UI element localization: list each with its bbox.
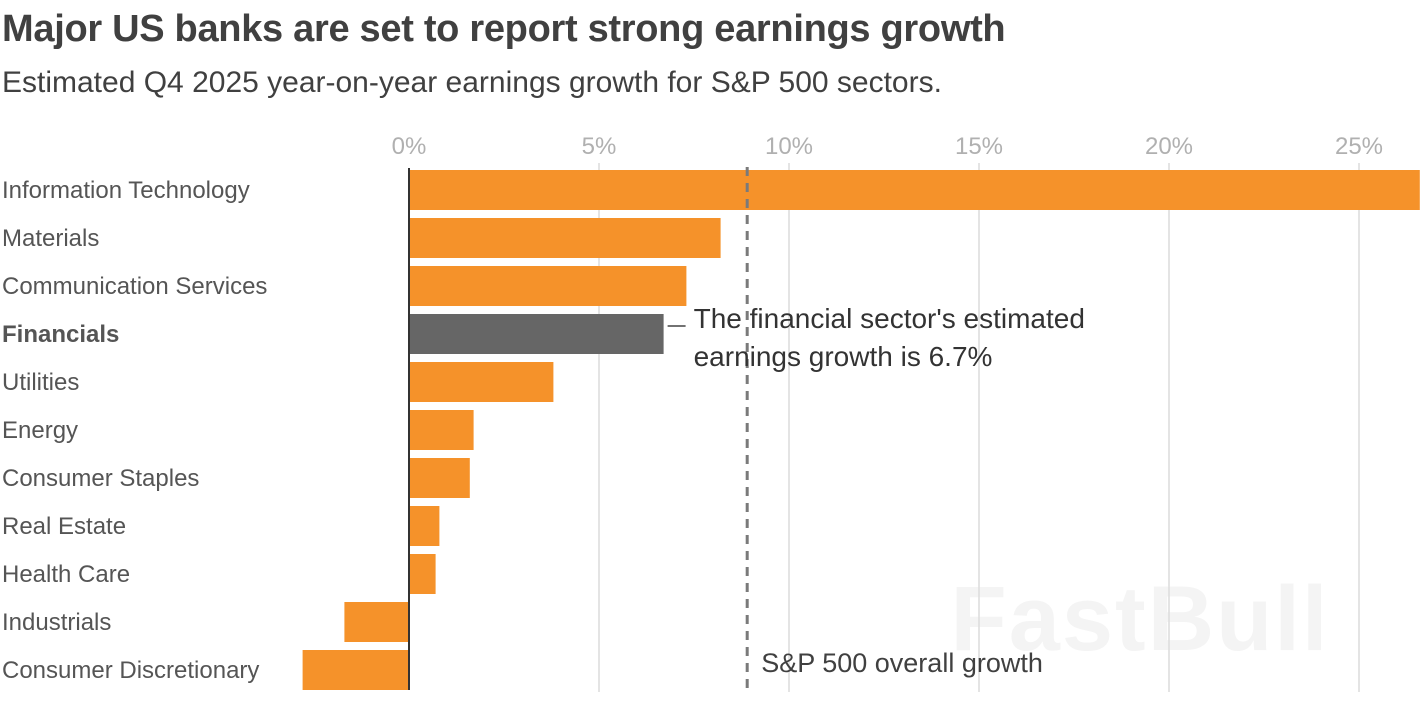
category-label: Consumer Discretionary [2,657,259,684]
category-label: Health Care [2,561,130,588]
category-label: Materials [2,225,99,252]
axes: 0% 5% 10% 15% 20% 25% [392,133,1383,690]
bar [409,266,687,306]
x-tick-label: 0% [392,133,427,160]
bar [409,506,440,546]
bar [409,554,436,594]
gridlines [598,163,1360,692]
bars [302,170,1420,690]
bar [344,602,409,642]
x-tick-label: 10% [765,133,813,160]
category-label: Information Technology [2,177,250,204]
bar [409,218,721,258]
x-tick-label: 5% [582,133,617,160]
annotation-text-line: The financial sector's estimated [694,303,1085,334]
bar [302,650,409,690]
bar [409,170,1420,210]
category-label: Communication Services [2,273,267,300]
category-label: Utilities [2,369,79,396]
x-tick-label: 15% [955,133,1003,160]
bar [409,410,474,450]
reference-line-label: S&P 500 overall growth [761,648,1043,678]
bar [409,458,470,498]
annotation-text-line: earnings growth is 6.7% [694,341,993,372]
bar [409,362,554,402]
category-label: Energy [2,417,78,444]
category-labels: Information Technology Materials Communica… [2,177,267,684]
category-label: Industrials [2,609,111,636]
category-label: Financials [2,321,119,348]
chart-title: Major US banks are set to report strong … [2,8,1006,50]
category-label: Real Estate [2,513,126,540]
x-tick-label: 25% [1335,133,1383,160]
category-label: Consumer Staples [2,465,199,492]
chart-subtitle: Estimated Q4 2025 year-on-year earnings … [2,66,942,99]
x-tick-label: 20% [1145,133,1193,160]
watermark-logo: FastBull [951,568,1330,670]
bar-highlight [409,314,664,354]
annotations: S&P 500 overall growth The financial sect… [667,167,1085,690]
